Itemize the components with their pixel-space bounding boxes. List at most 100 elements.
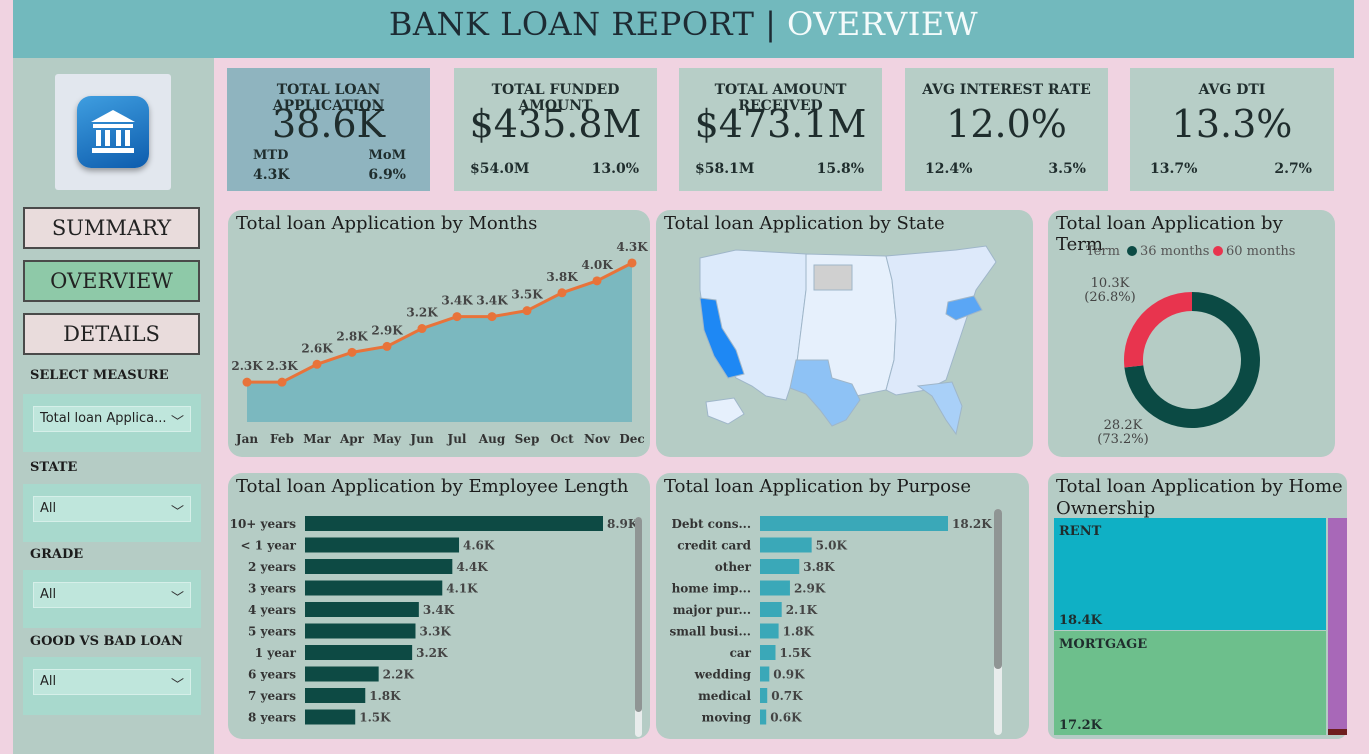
emp-category: 8 years <box>248 711 296 725</box>
treemap-other[interactable] <box>1328 729 1347 735</box>
map-texas <box>789 359 861 427</box>
kpi-funded-amount: TOTAL FUNDED AMOUNT $435.8M $54.0M 13.0% <box>454 68 657 191</box>
good-bad-slicer: All ﹀ <box>23 657 201 715</box>
purpose-scroll-thumb[interactable] <box>994 509 1002 669</box>
details-button[interactable]: DETAILS <box>23 313 200 355</box>
emp-value-label: 4.6K <box>463 539 495 553</box>
month-data-label: 2.3K <box>231 359 263 373</box>
measure-label: SELECT MEASURE <box>30 368 169 383</box>
purpose-category: home imp... <box>672 582 751 596</box>
purpose-bar <box>760 645 776 660</box>
emp-value-label: 4.4K <box>456 560 488 574</box>
emp-value-label: 1.5K <box>359 711 391 725</box>
month-tick-label: Oct <box>550 432 574 446</box>
term36-value: 28.2K <box>1104 418 1143 433</box>
purpose-category: medical <box>698 689 751 703</box>
month-point <box>347 347 357 357</box>
state-dropdown[interactable]: All ﹀ <box>33 496 191 522</box>
legend-swatch-36 <box>1127 246 1137 256</box>
purpose-value-label: 18.2K <box>952 517 992 531</box>
month-point <box>382 341 392 351</box>
month-data-label: 4.3K <box>616 240 648 254</box>
emp-category: 10+ years <box>230 517 297 531</box>
purpose-scrollbar[interactable] <box>994 509 1002 735</box>
donut-slice <box>1124 292 1192 368</box>
kpi-total-applications: TOTAL LOAN APPLICATION 38.6K MTD MoM 4.3… <box>227 68 430 191</box>
purpose-category: other <box>715 560 752 574</box>
map-alaska <box>705 397 745 425</box>
kpi-title: TOTAL AMOUNT RECEIVED <box>714 82 847 114</box>
emp-category: 1 year <box>255 646 297 660</box>
month-data-label: 3.4K <box>441 294 473 308</box>
emp-value-label: 8.9K <box>607 517 639 531</box>
state-title: Total loan Application by State <box>664 213 945 234</box>
kpi-title: TOTAL LOAN APPLICATION <box>272 82 385 114</box>
month-point <box>452 312 462 322</box>
purpose-category: wedding <box>694 668 752 682</box>
map-new-york <box>945 295 983 321</box>
kpi-value: 12.0% <box>946 102 1067 146</box>
emp-category: 7 years <box>248 689 296 703</box>
kpi-mtd: 12.4% <box>925 161 973 177</box>
state-label: STATE <box>30 460 78 475</box>
emp-value-label: 4.1K <box>446 582 478 596</box>
grade-dropdown[interactable]: All ﹀ <box>33 582 191 608</box>
month-data-label: 3.4K <box>476 294 508 308</box>
emp-value-label: 2.2K <box>383 668 415 682</box>
treemap-own[interactable] <box>1328 518 1347 729</box>
month-data-label: 2.8K <box>336 329 368 343</box>
month-tick-label: Jul <box>447 432 467 446</box>
treemap-rent[interactable]: RENT 18.4K <box>1054 518 1326 630</box>
legend-label-36: 36 months <box>1140 244 1209 259</box>
emp-value-label: 3.4K <box>423 603 455 617</box>
kpi-mtd: $58.1M <box>695 161 755 177</box>
term-donut: Term 36 months 60 months 10.3K(26.8%) 28.2K(… <box>1084 244 1295 447</box>
bank-logo <box>55 74 171 190</box>
purpose-bar <box>760 688 768 703</box>
treemap-mortgage[interactable]: MORTGAGE 17.2K <box>1054 631 1326 735</box>
emp-scroll-thumb[interactable] <box>635 517 642 712</box>
us-map[interactable] <box>656 210 1033 457</box>
emp-bar <box>305 709 356 725</box>
purpose-bar <box>760 623 779 639</box>
kpi-mtd: 13.7% <box>1150 161 1198 177</box>
emp-category: 5 years <box>248 625 296 639</box>
bank-icon <box>77 96 149 168</box>
month-tick-label: Nov <box>584 432 611 446</box>
legend-label-60: 60 months <box>1226 244 1295 259</box>
kpi-value: $473.1M <box>694 102 867 146</box>
overview-button[interactable]: OVERVIEW <box>23 260 200 302</box>
chevron-down-icon: ﹀ <box>170 591 184 606</box>
emp-bar <box>305 645 413 660</box>
emp-category: 2 years <box>248 560 296 574</box>
emp-bar <box>305 559 453 574</box>
month-data-label: 3.8K <box>546 270 578 284</box>
map-california <box>699 297 745 379</box>
mtd-label: MTD <box>253 148 289 163</box>
purpose-category: small busi... <box>670 625 752 639</box>
emp-panel: Total loan Application by Employee Lengt… <box>228 473 650 739</box>
summary-button[interactable]: SUMMARY <box>23 207 200 249</box>
month-data-label: 3.2K <box>406 306 438 320</box>
emp-scrollbar[interactable] <box>635 517 642 737</box>
months-panel: Total loan Application by Months 2.3K Jan… <box>228 210 650 457</box>
month-tick-label: May <box>373 432 402 446</box>
measure-dropdown[interactable]: Total loan Applica... ﹀ <box>33 406 191 432</box>
chevron-down-icon: ﹀ <box>170 505 184 520</box>
state-panel: Total loan Application by State <box>656 210 1033 457</box>
purpose-bar <box>760 516 948 531</box>
purpose-category: moving <box>702 711 752 725</box>
emp-category: 6 years <box>248 668 296 682</box>
map-north-dakota <box>813 264 853 291</box>
emp-title: Total loan Application by Employee Lengt… <box>236 476 629 497</box>
emp-bar <box>305 537 460 553</box>
good-bad-dropdown[interactable]: All ﹀ <box>33 669 191 695</box>
emp-bar <box>305 666 379 682</box>
month-tick-label: Jun <box>409 432 433 446</box>
emp-value-label: 3.2K <box>416 646 448 660</box>
measure-slicer: Total loan Applica... ﹀ <box>23 394 201 452</box>
mortgage-label: MORTGAGE <box>1059 637 1148 652</box>
purpose-bar <box>760 580 790 596</box>
grade-value: All <box>40 587 57 602</box>
kpi-mom: 15.8% <box>816 161 864 177</box>
